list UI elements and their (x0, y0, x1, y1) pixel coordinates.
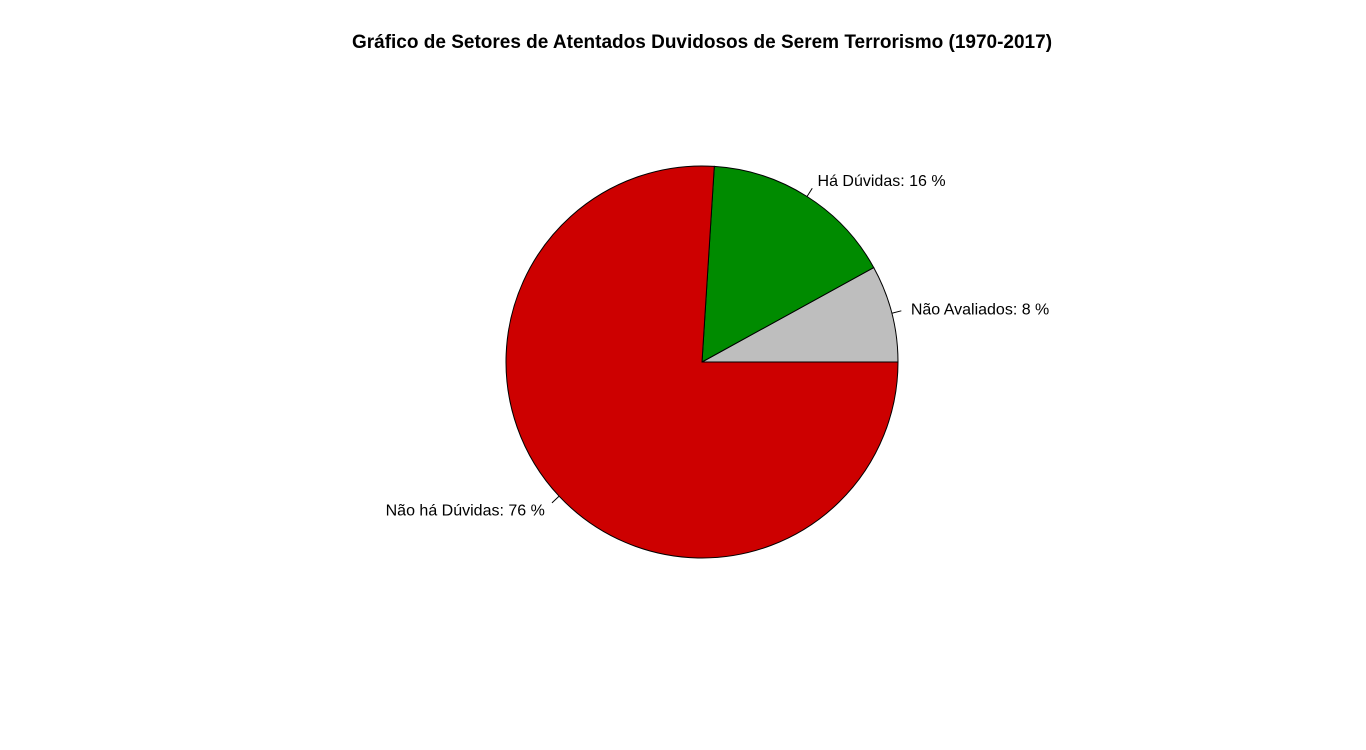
pie-slice (701, 266, 899, 363)
pie-slice-label: Não há Dúvidas: 76 % (386, 503, 545, 520)
pie-labels: Não Avaliados: 8 % Há Dúvidas: 16 % Não há… (386, 173, 1050, 520)
pie-slice (505, 165, 899, 559)
pie-slices (505, 165, 899, 559)
pie-label-tick (806, 187, 813, 197)
pie-slice-label: Não Avaliados: 8 % (911, 301, 1049, 318)
pie-slice (701, 165, 875, 363)
chart-title: Gráfico de Setores de Atentados Duvidoso… (352, 32, 1052, 53)
pie-slice-label: Há Dúvidas: 16 % (818, 173, 946, 190)
pie-label-tick (891, 310, 902, 314)
pie-label-tick (551, 495, 560, 504)
